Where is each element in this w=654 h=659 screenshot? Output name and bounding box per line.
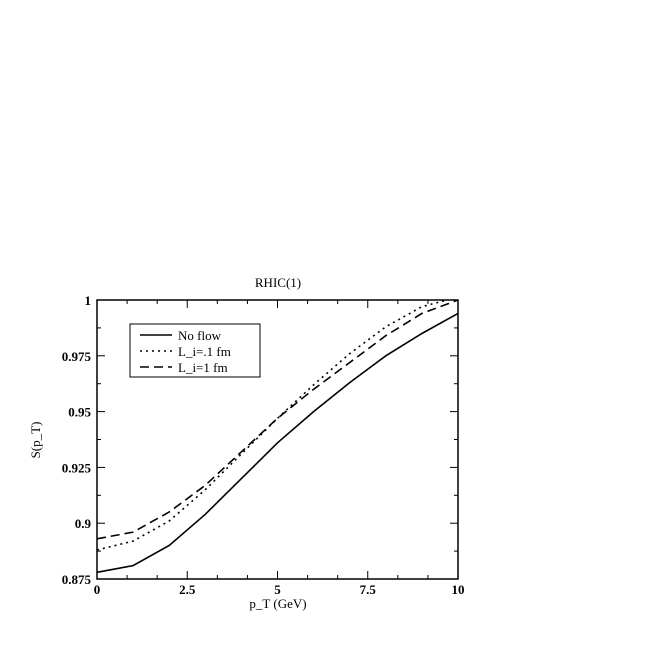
x-tick-label: 10 — [452, 582, 465, 597]
y-tick-label: 0.875 — [62, 572, 92, 587]
series-line-2 — [96, 299, 459, 540]
series-line-0 — [96, 312, 459, 574]
y-tick-label: 0.975 — [62, 349, 92, 364]
legend-label: L_i=.1 fm — [178, 344, 231, 359]
y-tick-label: 1 — [85, 293, 92, 308]
legend-label: L_i=1 fm — [178, 360, 228, 375]
x-tick-label: 0 — [94, 582, 101, 597]
axis-ticks: 0 2.5 5 7.5 10 0.875 0.9 0.925 0.95 0.975 1 — [62, 293, 465, 597]
x-axis-title: p_T (GeV) — [249, 596, 306, 611]
x-tick-label: 7.5 — [360, 582, 377, 597]
legend-box — [129, 323, 261, 378]
y-tick-label: 0.925 — [62, 460, 92, 475]
chart-title: RHIC(1) — [255, 275, 301, 290]
series-group — [96, 299, 459, 574]
y-tick-label: 0.9 — [75, 516, 92, 531]
x-tick-label: 2.5 — [179, 582, 196, 597]
y-tick-label: 0.95 — [68, 405, 91, 420]
legend-label: No flow — [178, 328, 222, 343]
y-axis-title: S(p_T) — [28, 422, 43, 459]
x-tick-label: 5 — [274, 582, 281, 597]
